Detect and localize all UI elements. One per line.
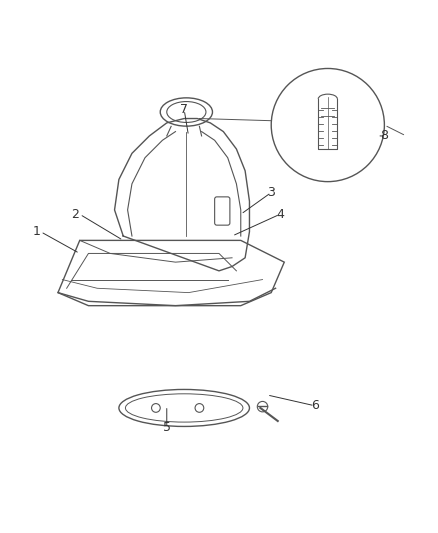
Text: 1: 1 — [32, 225, 40, 238]
Text: 8: 8 — [380, 130, 389, 142]
Text: 4: 4 — [276, 208, 284, 221]
Text: 5: 5 — [163, 421, 171, 434]
Text: 3: 3 — [267, 186, 275, 199]
Text: 2: 2 — [71, 208, 79, 221]
Text: 7: 7 — [180, 103, 188, 116]
Text: 6: 6 — [311, 399, 319, 412]
